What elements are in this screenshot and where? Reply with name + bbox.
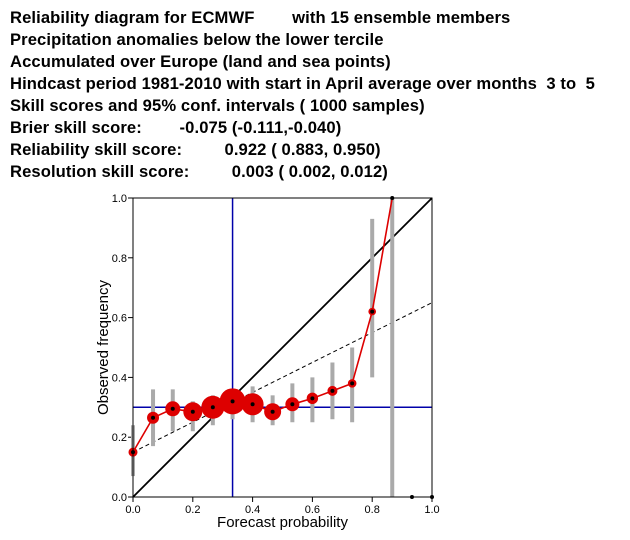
data-point xyxy=(370,309,375,314)
no-skill-line xyxy=(132,302,433,453)
data-point xyxy=(250,402,255,407)
header-line-title: Reliability diagram for ECMWF with 15 en… xyxy=(10,8,511,27)
header-line-reliability: Reliability skill score: 0.922 ( 0.883, … xyxy=(10,140,381,159)
header-line-region: Accumulated over Europe (land and sea po… xyxy=(10,52,391,71)
x-tick-label: 0.6 xyxy=(305,504,320,516)
x-axis-title: Forecast probability xyxy=(217,514,348,531)
x-tick-label: 0.0 xyxy=(125,504,140,516)
header-line-skill-intro: Skill scores and 95% conf. intervals ( 1… xyxy=(10,96,425,115)
y-tick-label: 0.8 xyxy=(112,253,127,265)
header-line-resolution: Resolution skill score: 0.003 ( 0.002, 0… xyxy=(10,162,388,181)
data-point xyxy=(230,399,235,404)
data-point xyxy=(270,409,275,414)
data-point xyxy=(210,405,215,410)
data-point xyxy=(170,406,175,411)
y-axis-title: Observed frequency xyxy=(95,279,112,415)
header-line-variable: Precipitation anomalies below the lower … xyxy=(10,30,384,49)
x-tick-label: 0.4 xyxy=(245,504,260,516)
data-point xyxy=(310,396,315,401)
x-tick-label: 0.8 xyxy=(365,504,380,516)
header-line-brier: Brier skill score: -0.075 (-0.111,-0.040… xyxy=(10,118,342,137)
y-tick-label: 0.0 xyxy=(112,492,127,504)
plot-frame xyxy=(132,197,433,498)
y-tick-label: 0.2 xyxy=(112,432,127,444)
data-point xyxy=(350,381,355,386)
x-tick-label: 1.0 xyxy=(424,504,439,516)
y-tick-label: 0.4 xyxy=(112,372,127,384)
data-point xyxy=(330,388,335,393)
y-tick-label: 0.6 xyxy=(112,313,127,325)
data-point xyxy=(290,402,295,407)
x-tick-label: 0.2 xyxy=(185,504,200,516)
chart-header: Reliability diagram for ECMWF with 15 en… xyxy=(10,7,595,183)
header-line-period: Hindcast period 1981-2010 with start in … xyxy=(10,74,595,93)
data-point xyxy=(190,409,195,414)
perfect-reliability-line xyxy=(132,197,433,498)
data-point xyxy=(151,415,156,420)
y-tick-label: 1.0 xyxy=(112,193,127,205)
